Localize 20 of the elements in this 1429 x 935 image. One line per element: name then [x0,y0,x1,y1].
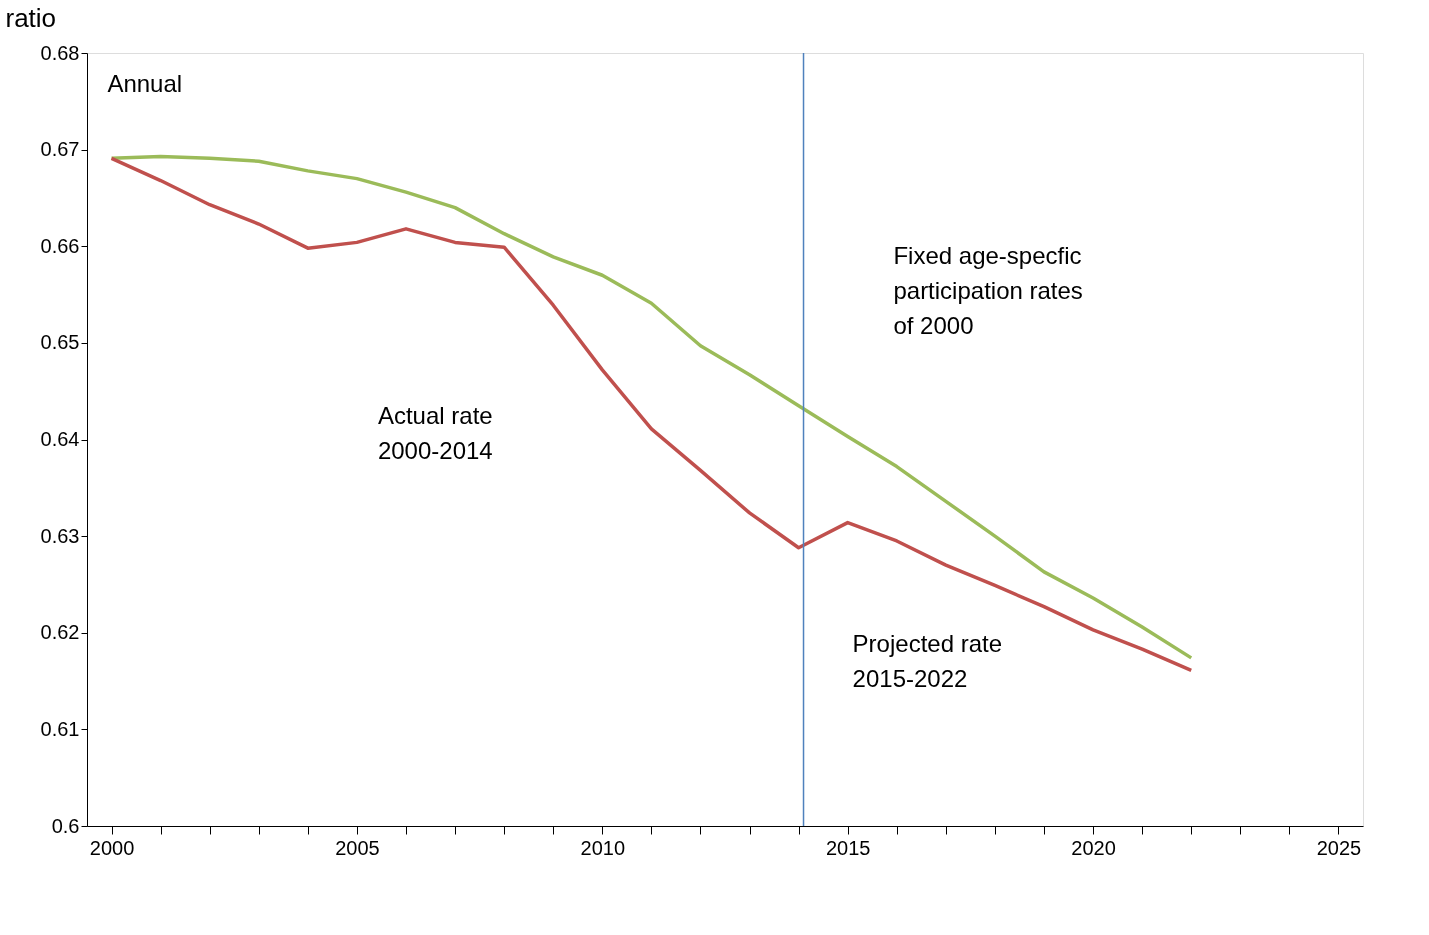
y-tick-label: 0.68 [40,41,80,64]
y-axis-title: ratio [5,2,57,33]
y-tick-label: 0.6 [51,814,80,837]
annotation: Projected rate 2015-2022 [852,629,1003,692]
y-tick-label: 0.66 [40,234,80,257]
x-tick-label: 2025 [1316,836,1362,859]
x-tick-label: 2015 [825,836,871,859]
y-tick-label: 0.61 [40,717,80,740]
annotation: Actual rate 2000-2014 [377,401,493,464]
y-tick-label: 0.63 [40,524,80,547]
y-tick-label: 0.65 [40,331,80,354]
x-tick-label: 2020 [1071,836,1116,859]
annotation: Annual [107,70,183,98]
annotation: Fixed age-specfic participation rates of 2000 [893,241,1083,339]
x-tick-label: 2010 [580,836,626,859]
x-tick-label: 2000 [89,836,135,859]
x-tick-label: 2005 [335,836,380,859]
y-tick-label: 0.64 [40,428,80,450]
y-tick-label: 0.67 [40,138,80,161]
y-tick-label: 0.62 [40,621,80,644]
